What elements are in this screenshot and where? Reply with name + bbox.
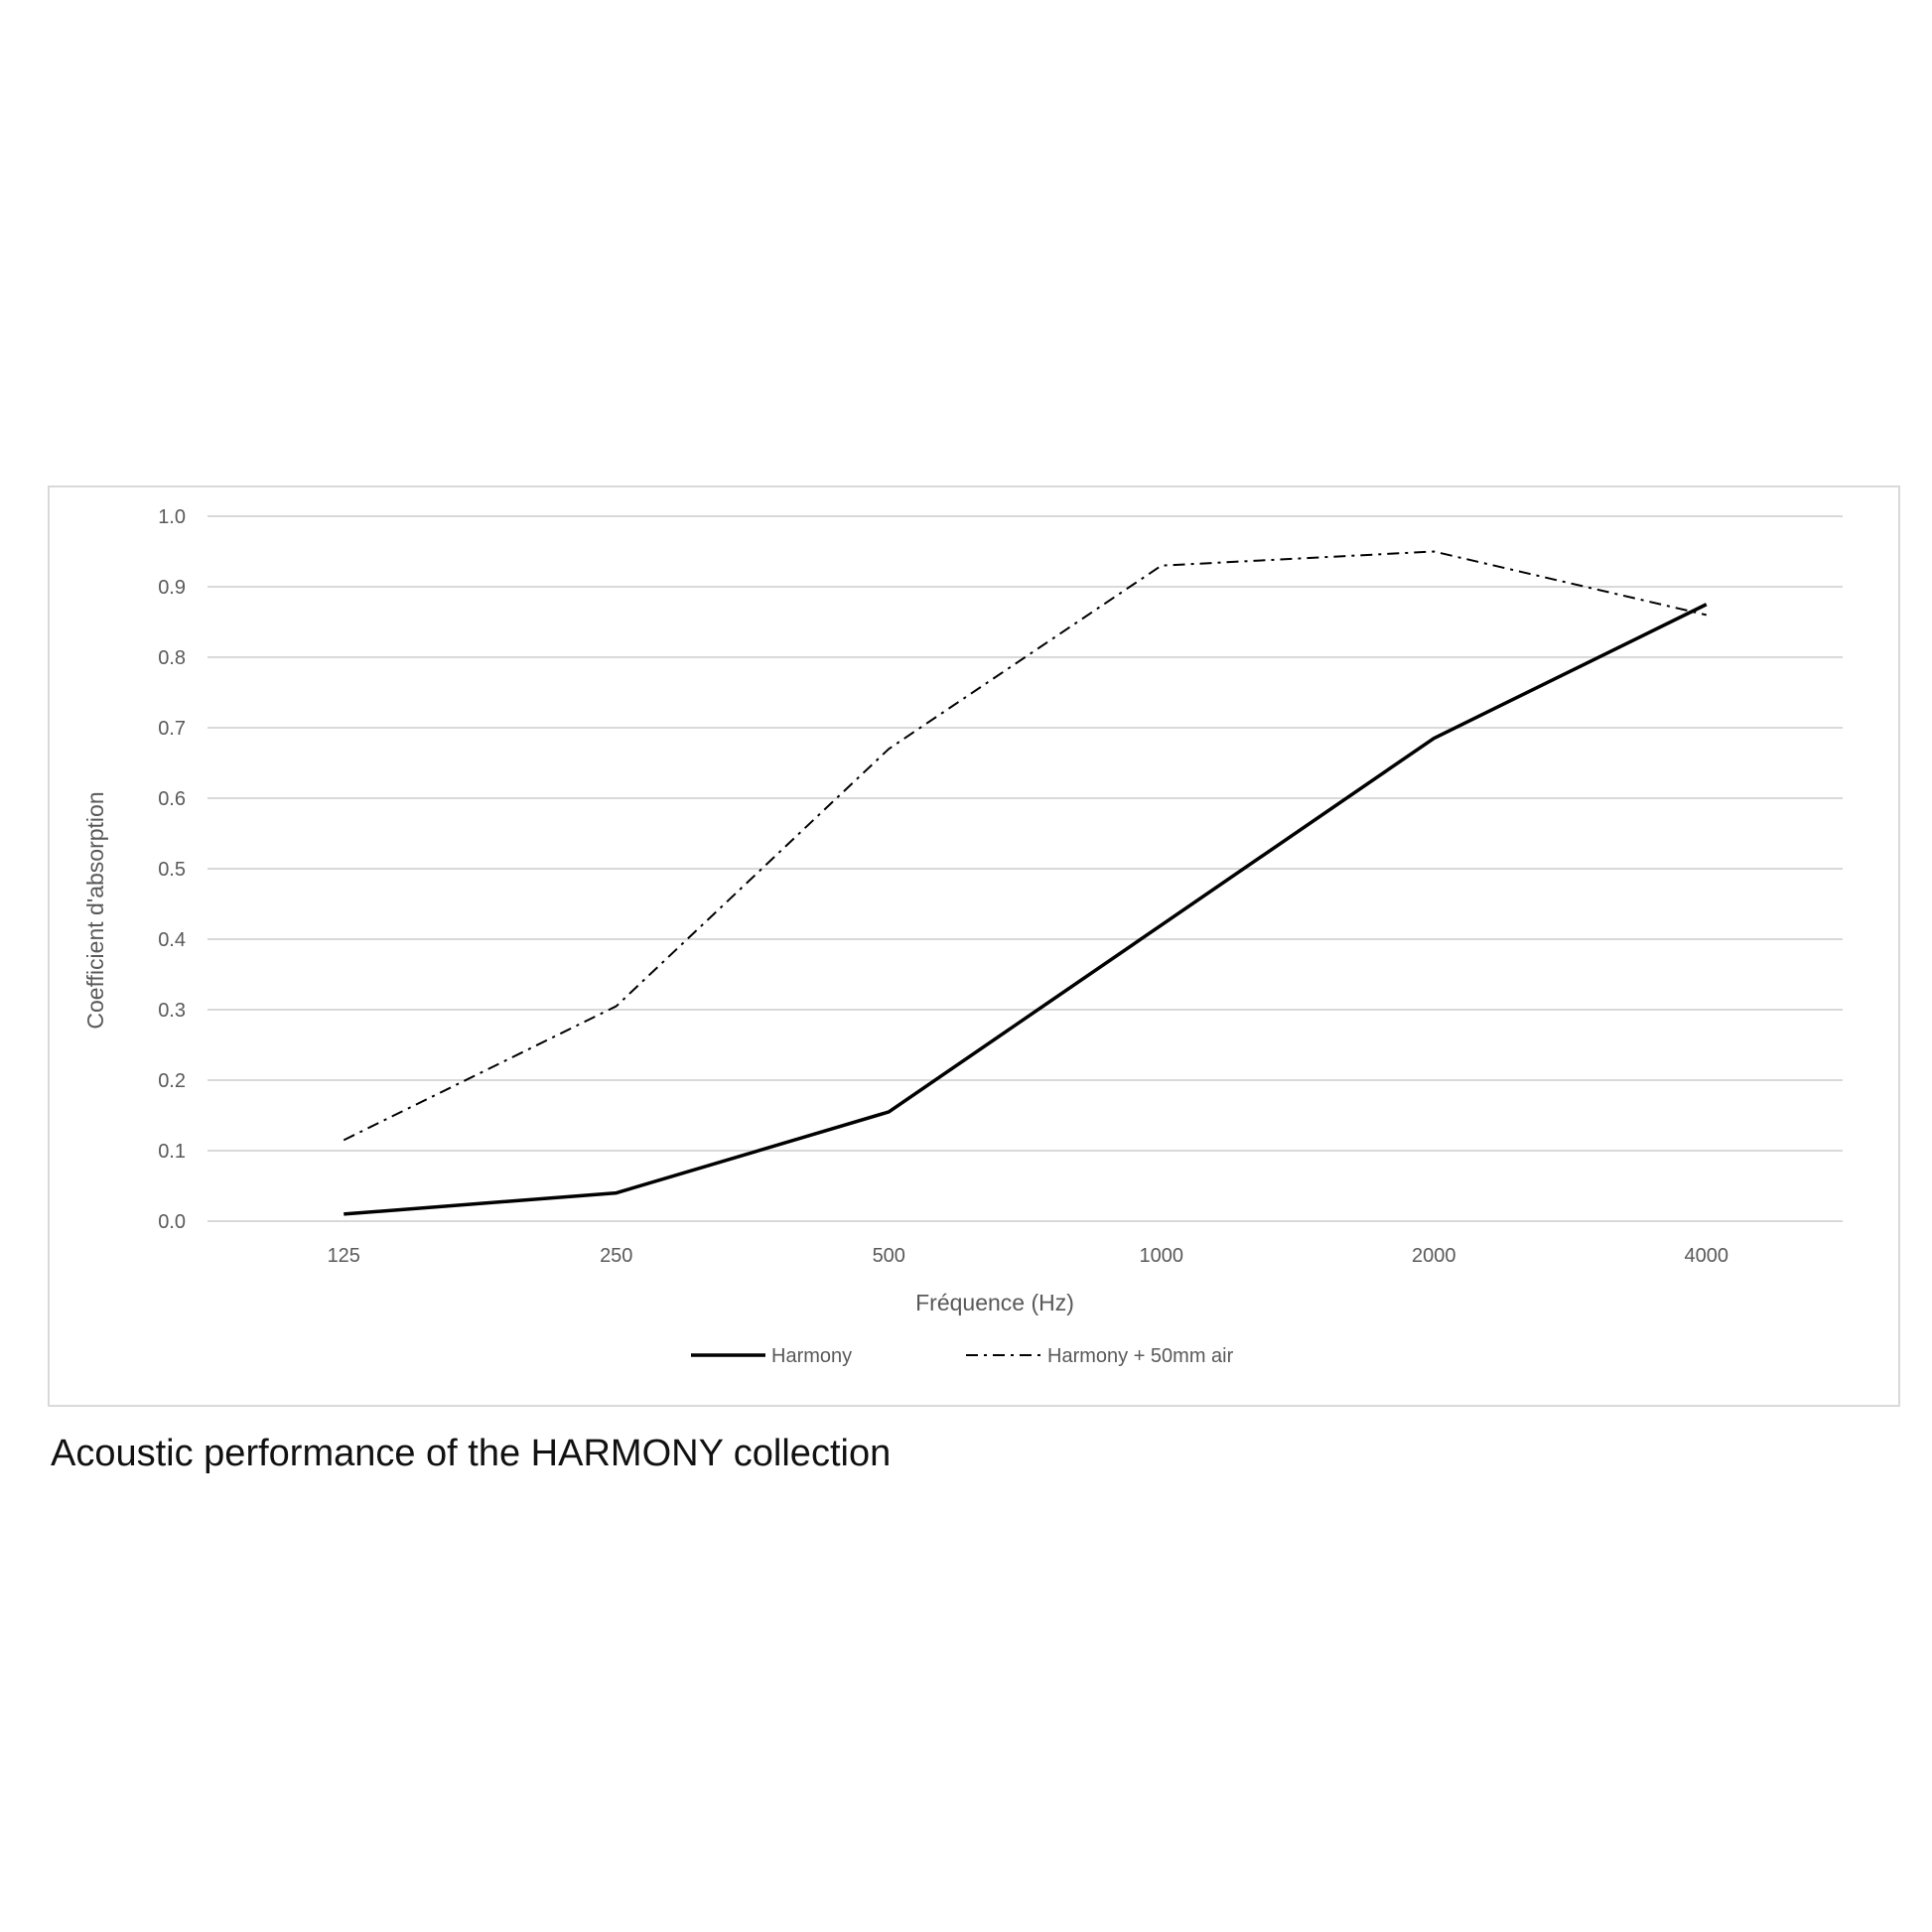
chart-frame — [48, 485, 1900, 1407]
x-tick-label: 4000 — [1685, 1245, 1729, 1267]
y-tick-label: 0.9 — [158, 577, 186, 599]
y-tick-label: 0.1 — [158, 1141, 186, 1163]
legend-label-harmony: Harmony — [771, 1345, 852, 1367]
x-tick-label: 125 — [328, 1245, 360, 1267]
legend-label-harmony-air: Harmony + 50mm air — [1047, 1345, 1234, 1367]
y-tick-label: 0.0 — [158, 1211, 186, 1233]
y-tick-label: 0.5 — [158, 859, 186, 881]
chart-caption: Acoustic performance of the HARMONY coll… — [51, 1433, 892, 1474]
x-tick-label: 250 — [600, 1245, 632, 1267]
y-tick-label: 0.6 — [158, 788, 186, 810]
series-line-harmony — [344, 603, 1708, 1216]
x-tick-label: 1000 — [1140, 1245, 1184, 1267]
legend: Harmony Harmony + 50mm air — [691, 1345, 1234, 1367]
y-tick-label: 0.2 — [158, 1070, 186, 1092]
series-line-harmony-air — [343, 550, 1707, 1142]
y-tick-label: 0.3 — [158, 1000, 186, 1022]
y-tick-label: 1.0 — [158, 506, 186, 528]
x-tick-label: 2000 — [1412, 1245, 1456, 1267]
y-axis-title: Coefficient d'absorption — [82, 791, 108, 1029]
y-tick-label: 0.7 — [158, 718, 186, 740]
x-tick-label: 500 — [873, 1245, 905, 1267]
x-axis-title: Fréquence (Hz) — [915, 1290, 1074, 1315]
y-tick-label: 0.8 — [158, 647, 186, 669]
y-tick-label: 0.4 — [158, 929, 186, 951]
